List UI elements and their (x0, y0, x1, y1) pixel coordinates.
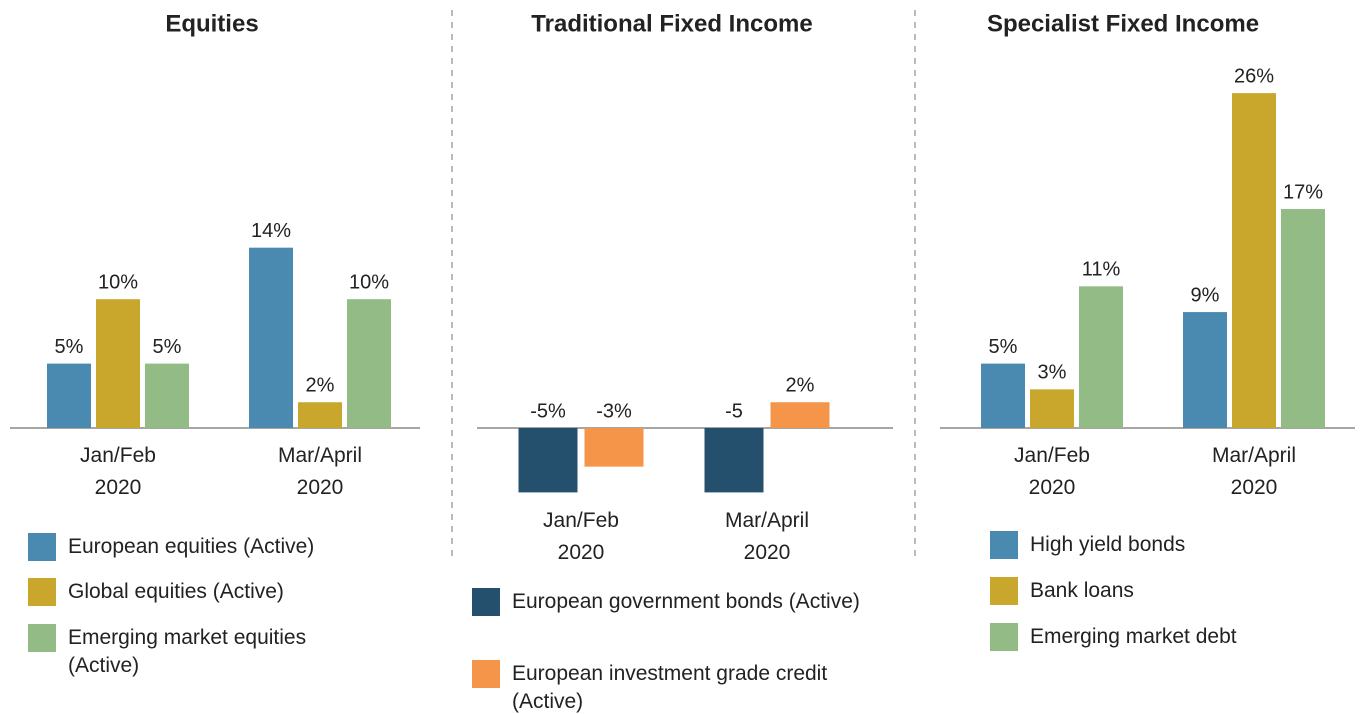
value-label: 5% (55, 336, 84, 358)
bar (981, 363, 1025, 428)
bar (1030, 389, 1074, 428)
value-label: 10% (98, 271, 138, 293)
value-label: 2% (786, 375, 815, 397)
value-label: 5% (989, 336, 1018, 358)
value-label: 11% (1082, 259, 1121, 281)
value-label: 3% (1038, 362, 1067, 384)
legend-swatch (990, 623, 1018, 651)
chart-title: Specialist Fixed Income (987, 10, 1259, 37)
bar (1281, 209, 1325, 428)
bar (704, 428, 764, 493)
legend-label: European government bonds (Active) (512, 590, 860, 613)
bar (249, 247, 293, 428)
bar (96, 299, 140, 428)
bar (47, 363, 91, 428)
x-tick-label: Jan/Feb 2020 (80, 444, 156, 499)
value-label: 9% (1191, 284, 1220, 306)
legend-label: European equities (Active) (68, 535, 315, 558)
legend-swatch (28, 533, 56, 561)
bar (347, 299, 391, 428)
bar (1183, 312, 1227, 428)
legend-label: Emerging market debt (1030, 625, 1237, 648)
x-tick-label: Mar/April 2020 (1211, 444, 1296, 499)
chart-title: Traditional Fixed Income (531, 10, 812, 37)
bar (1232, 93, 1276, 429)
value-label: -5 (725, 400, 743, 422)
bar (584, 428, 644, 467)
legend-item: Global equities (Active) (28, 578, 378, 606)
bar (298, 402, 342, 428)
legend-swatch (28, 624, 56, 652)
value-label: 10% (349, 271, 389, 293)
legend-swatch (990, 577, 1018, 605)
x-tick-label: Mar/April 2020 (724, 509, 809, 564)
value-label: -5% (530, 400, 566, 422)
legend-item: High yield bonds (990, 531, 1350, 559)
legend-item: Emerging market equities (Active) (28, 624, 378, 680)
legend-label: High yield bonds (1030, 533, 1186, 556)
value-label: 17% (1283, 181, 1323, 203)
value-label: 5% (153, 336, 182, 358)
x-tick-label: Mar/April 2020 (277, 444, 362, 499)
bar (1079, 286, 1123, 428)
legend-label: European investment grade credit (Active… (512, 662, 828, 713)
x-tick-label: Jan/Feb 2020 (543, 509, 619, 564)
legend-item: Bank loans (990, 577, 1350, 605)
bar (770, 402, 830, 428)
legend-swatch (472, 588, 500, 616)
legend-label: Global equities (Active) (68, 580, 284, 603)
chart-title: Equities (165, 10, 258, 37)
x-tick-label: Jan/Feb 2020 (1014, 444, 1090, 499)
value-label: 26% (1234, 65, 1274, 87)
legend-item: European equities (Active) (28, 533, 378, 561)
legend-swatch (472, 660, 500, 688)
value-label: -3% (596, 400, 632, 422)
bar (518, 428, 578, 493)
value-label: 14% (251, 220, 291, 242)
legend-item: Emerging market debt (990, 623, 1350, 651)
legend-swatch (28, 578, 56, 606)
legend-label: Bank loans (1030, 579, 1134, 602)
legend-swatch (990, 531, 1018, 559)
value-label: 2% (306, 375, 335, 397)
bar (145, 363, 189, 428)
legend-label: Emerging market equities (Active) (68, 626, 307, 677)
legend-item: European government bonds (Active) (472, 588, 892, 616)
legend-item: European investment grade credit (Active… (472, 660, 892, 714)
